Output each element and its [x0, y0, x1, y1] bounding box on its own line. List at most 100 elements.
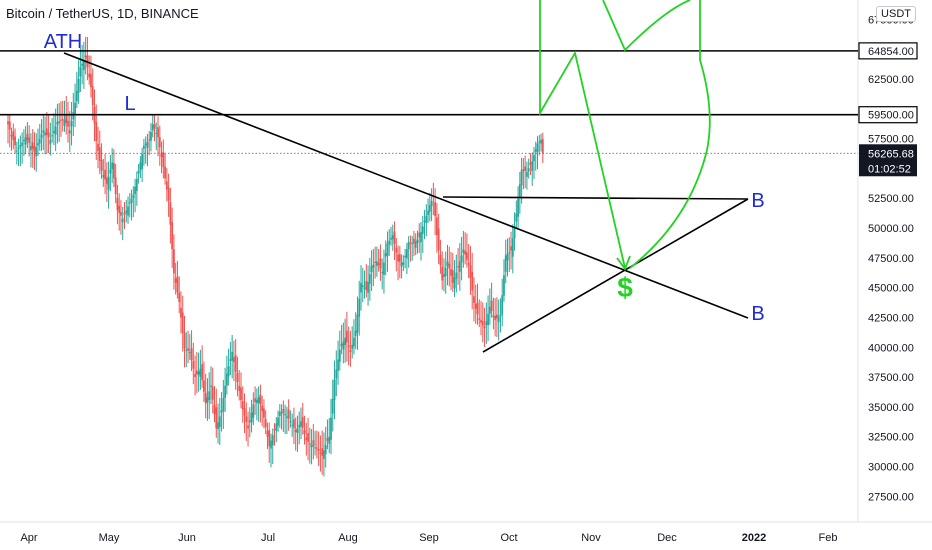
candle-body — [466, 252, 468, 260]
candle-body — [354, 330, 357, 336]
candle-body — [400, 262, 403, 267]
candle-body — [384, 253, 387, 257]
candle-body — [506, 253, 509, 261]
candle-body — [167, 187, 170, 201]
candle-body — [504, 255, 507, 272]
candle-body — [197, 371, 200, 375]
candle-body — [321, 448, 324, 456]
candle-body — [203, 380, 205, 392]
candle-body — [301, 416, 304, 428]
candle-body — [414, 241, 417, 248]
candle-body — [173, 249, 175, 274]
x-tick-label: Apr — [20, 532, 37, 544]
candle-body — [63, 119, 66, 126]
candle-body — [333, 379, 336, 401]
candle-body — [109, 169, 112, 174]
candle-body — [210, 385, 212, 387]
candle-body — [377, 263, 380, 265]
candle-body — [353, 337, 355, 347]
candle-body — [271, 435, 274, 446]
candle-body — [411, 243, 414, 245]
candle-body — [98, 147, 101, 161]
price-level-label: 64854.00 — [868, 46, 914, 58]
candle-body — [305, 437, 308, 441]
candle-body — [266, 430, 269, 437]
candle-body — [494, 315, 497, 320]
candle-body — [268, 430, 271, 447]
candle-body — [451, 270, 454, 283]
candle-body — [298, 424, 301, 428]
candle-body — [178, 292, 181, 302]
horizontal-trendline — [442, 196, 749, 200]
candle-body — [102, 175, 105, 178]
candle-body — [225, 373, 228, 386]
candle-body — [503, 275, 505, 296]
annotation-label: L — [124, 93, 135, 115]
candle-body — [158, 137, 161, 148]
candle-body — [434, 202, 437, 217]
candle-body — [118, 205, 121, 213]
candle-body — [515, 213, 518, 222]
candle-body — [402, 262, 405, 265]
candle-body — [517, 198, 519, 217]
candle-body — [116, 197, 119, 211]
candle-body — [67, 120, 69, 127]
candle-body — [70, 121, 73, 127]
candle-body — [128, 202, 131, 204]
candle-body — [194, 374, 196, 378]
candle-body — [367, 282, 369, 293]
candle-body — [538, 141, 541, 143]
price-level-box — [858, 106, 918, 124]
candle-body — [467, 263, 470, 265]
y-tick-label: 32500.00 — [868, 432, 914, 444]
candle-body — [363, 287, 366, 289]
candle-body — [358, 298, 361, 317]
candle-body — [379, 258, 382, 269]
candle-body — [79, 67, 82, 77]
candle-body — [455, 272, 458, 279]
projection-path — [539, 0, 626, 269]
candle-body — [17, 147, 20, 149]
candle-body — [255, 399, 258, 404]
candle-body — [319, 452, 322, 454]
candles — [7, 36, 544, 477]
candle-body — [164, 166, 166, 179]
candle-body — [435, 217, 438, 236]
x-tick-label: Dec — [657, 532, 677, 544]
candle-body — [458, 261, 461, 272]
candle-body — [370, 266, 373, 273]
projection-arrowhead — [616, 255, 631, 271]
candle-body — [247, 425, 249, 429]
currency-button[interactable]: USDT — [876, 6, 916, 22]
candle-body — [121, 218, 124, 223]
candle-body — [231, 352, 234, 361]
candle-body — [492, 315, 495, 318]
candle-body — [405, 249, 408, 259]
y-tick-label: 47500.00 — [868, 253, 914, 265]
candle-body — [72, 111, 75, 120]
candle-body — [81, 63, 84, 66]
candle-body — [469, 265, 472, 278]
candle-body — [278, 411, 281, 416]
candle-body — [120, 212, 122, 216]
countdown-label: 01:02:52 — [868, 163, 911, 175]
candle-body — [14, 136, 16, 146]
candle-body — [324, 445, 327, 454]
candle-body — [97, 143, 99, 151]
y-tick-label: 45000.00 — [868, 283, 914, 295]
candle-body — [192, 361, 195, 369]
y-tick-label: 57500.00 — [868, 134, 914, 146]
x-tick-label: May — [99, 532, 120, 544]
candle-body — [171, 222, 174, 250]
candle-body — [293, 419, 295, 429]
candle-body — [130, 198, 133, 203]
candle-body — [335, 369, 338, 379]
candle-body — [374, 261, 377, 263]
candle-body — [330, 417, 332, 440]
candle-body — [361, 285, 364, 287]
candle-body — [323, 450, 325, 460]
projection-arc-top — [602, 0, 691, 52]
candle-body — [444, 267, 447, 276]
candle-body — [211, 386, 214, 400]
